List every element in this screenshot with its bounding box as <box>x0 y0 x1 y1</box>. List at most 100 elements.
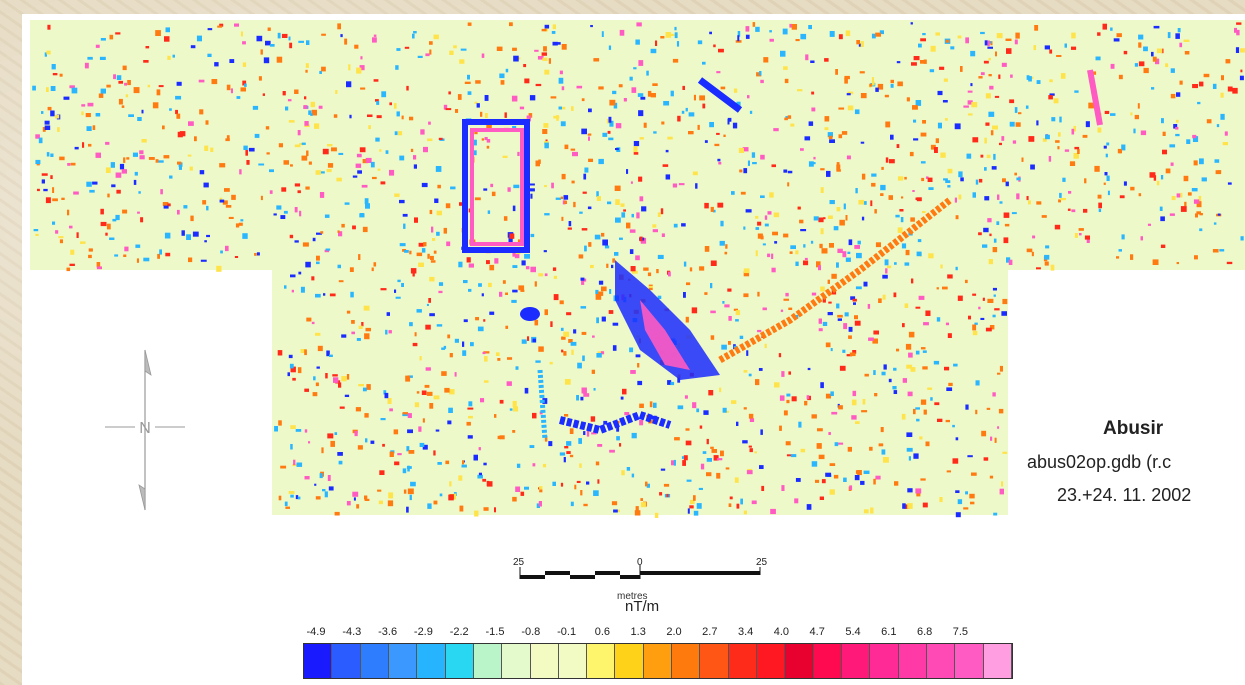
anomaly-dot <box>406 85 409 91</box>
anomaly-dot <box>571 180 575 184</box>
anomaly-dot <box>797 89 803 92</box>
anomaly-dot <box>871 77 874 83</box>
anomaly-dot <box>202 200 207 205</box>
anomaly-dot <box>563 331 570 337</box>
anomaly-dot <box>370 440 375 444</box>
anomaly-dot <box>541 52 547 56</box>
anomaly-dot <box>535 360 541 363</box>
anomaly-dot <box>334 511 340 516</box>
anomaly-dot <box>885 157 889 163</box>
anomaly-dot <box>846 354 853 357</box>
anomaly-dot <box>169 175 173 179</box>
anomaly-dot <box>737 31 741 37</box>
pit-feature <box>520 307 540 321</box>
anomaly-dot <box>935 32 940 36</box>
anomaly-dot <box>997 194 1000 200</box>
anomaly-dot <box>544 69 550 75</box>
anomaly-dot <box>86 181 92 187</box>
anomaly-dot <box>1033 45 1036 51</box>
anomaly-dot <box>474 101 478 104</box>
anomaly-dot <box>837 318 842 321</box>
anomaly-dot <box>316 255 320 261</box>
anomaly-dot <box>922 502 928 508</box>
anomaly-dot <box>619 29 625 36</box>
anomaly-dot <box>356 504 360 509</box>
anomaly-dot <box>95 44 100 48</box>
anomaly-dot <box>98 93 104 98</box>
anomaly-dot <box>584 245 587 252</box>
anomaly-dot <box>683 455 688 461</box>
anomaly-dot <box>1153 175 1157 181</box>
anomaly-dot <box>580 306 587 309</box>
anomaly-dot <box>894 262 897 265</box>
anomaly-dot <box>300 349 306 353</box>
anomaly-dot <box>635 255 640 261</box>
anomaly-dot <box>884 259 889 266</box>
anomaly-dot <box>330 440 335 447</box>
anomaly-dot <box>1044 261 1049 266</box>
anomaly-dot <box>443 227 447 234</box>
anomaly-dot <box>480 111 483 117</box>
anomaly-dot <box>1236 29 1240 36</box>
anomaly-dot <box>665 149 669 153</box>
anomaly-dot <box>491 191 496 197</box>
anomaly-dot <box>659 492 663 496</box>
anomaly-dot <box>879 30 884 35</box>
anomaly-dot <box>521 339 527 344</box>
anomaly-dot <box>916 251 922 257</box>
anomaly-dot <box>324 214 330 218</box>
anomaly-dot <box>742 440 748 444</box>
anomaly-dot <box>1161 48 1164 54</box>
anomaly-dot <box>890 79 894 84</box>
anomaly-dot <box>321 33 326 36</box>
anomaly-dot <box>217 25 223 28</box>
anomaly-dot <box>1026 196 1029 201</box>
anomaly-dot <box>804 136 811 141</box>
anomaly-dot <box>786 393 791 397</box>
anomaly-dot <box>1060 198 1066 201</box>
anomaly-dot <box>1147 223 1151 226</box>
anomaly-dot <box>813 216 819 221</box>
anomaly-dot <box>836 162 840 167</box>
anomaly-dot <box>1138 61 1145 67</box>
anomaly-dot <box>294 89 299 94</box>
anomaly-dot <box>1117 148 1122 154</box>
anomaly-dot <box>326 169 332 173</box>
anomaly-dot <box>86 126 92 131</box>
anomaly-dot <box>602 132 608 137</box>
anomaly-dot <box>925 176 929 179</box>
anomaly-dot <box>608 116 612 123</box>
anomaly-dot <box>1082 134 1088 138</box>
anomaly-dot <box>205 120 209 125</box>
anomaly-dot <box>649 401 653 408</box>
anomaly-dot <box>477 326 484 332</box>
anomaly-dot <box>677 376 681 383</box>
anomaly-dot <box>346 81 352 88</box>
anomaly-dot <box>288 354 293 359</box>
anomaly-dot <box>789 23 793 28</box>
anomaly-dot <box>915 407 920 410</box>
anomaly-dot <box>317 345 323 352</box>
anomaly-dot <box>736 101 741 107</box>
anomaly-dot <box>512 496 517 502</box>
anomaly-dot <box>377 489 382 492</box>
anomaly-dot <box>329 354 333 357</box>
anomaly-dot <box>817 428 823 432</box>
anomaly-dot <box>124 246 129 252</box>
anomaly-dot <box>311 321 315 325</box>
anomaly-dot <box>579 463 582 468</box>
anomaly-dot <box>892 386 897 390</box>
anomaly-dot <box>1116 256 1120 259</box>
anomaly-dot <box>387 500 394 507</box>
anomaly-dot <box>633 67 637 70</box>
anomaly-dot <box>967 100 973 105</box>
legend-unit: nT/m <box>625 598 660 615</box>
anomaly-dot <box>50 86 56 91</box>
anomaly-dot <box>256 252 260 256</box>
anomaly-dot <box>311 109 317 116</box>
anomaly-dot <box>468 401 473 407</box>
anomaly-dot <box>354 44 359 49</box>
anomaly-dot <box>494 507 496 513</box>
anomaly-dot <box>1055 140 1060 143</box>
anomaly-dot <box>571 106 574 111</box>
